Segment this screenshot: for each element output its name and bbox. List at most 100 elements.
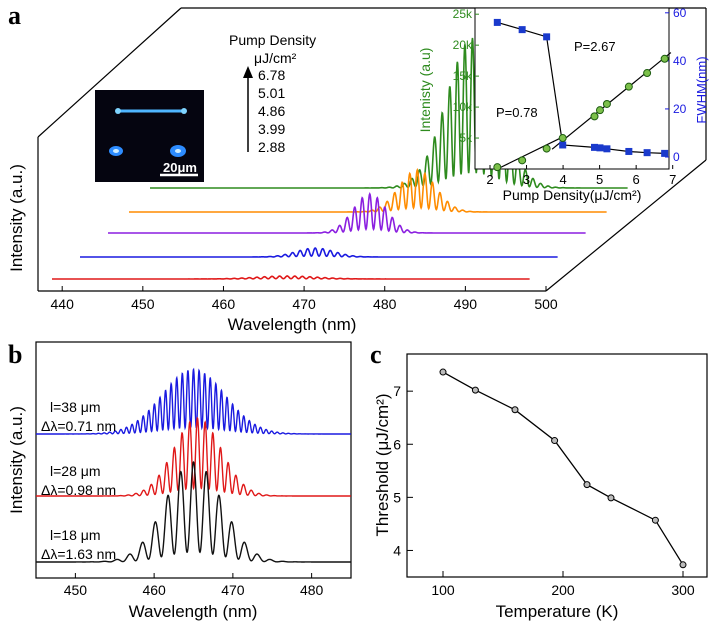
inset-left-tick-label: 20k	[453, 38, 473, 52]
panel-c-axes: 100 200 300 4 5 6 7	[393, 383, 695, 598]
inset-left-tick-label: 15k	[453, 69, 473, 83]
panel-b-x-tick-label: 480	[300, 582, 324, 598]
inset-fwhm-point	[543, 33, 551, 41]
panel-b-spacing-label: Δλ=1.63 nm	[41, 546, 116, 562]
panel-a-spectrum-2.88	[52, 275, 530, 280]
panel-c-x-tick-label: 100	[431, 582, 455, 598]
inset-intensity-point	[558, 134, 567, 143]
panel-b-spectrum-0	[36, 367, 351, 435]
panel-b-length-label: l=28 μm	[50, 463, 100, 479]
panel-c-point	[583, 481, 591, 489]
inset-x-tick-label: 6	[633, 172, 640, 187]
panel-b-x-tick-label: 460	[142, 582, 166, 598]
panel-b-x-axis: 450 460 470 480	[64, 573, 324, 598]
inset-left-tick-label: 10k	[453, 100, 473, 114]
inset-x-tick-label: 5	[596, 172, 603, 187]
inset-annotation-high: P=2.67	[574, 39, 616, 54]
panel-b-labels: l=38 μm Δλ=0.71 nm l=28 μm Δλ=0.98 nm l=18 μ…	[41, 399, 116, 562]
scale-bar-label: 20μm	[163, 160, 197, 175]
panel-b-length-label: l=18 μm	[50, 527, 100, 543]
inset-intensity-point	[542, 144, 551, 153]
arrow-up-icon	[243, 66, 253, 78]
panel-a-x-label: Wavelength (nm)	[228, 315, 357, 334]
panel-b-length-label: l=38 μm	[50, 399, 100, 415]
inset-fwhm-point	[493, 18, 501, 26]
panel-c-plot	[439, 368, 687, 569]
inset-intensity-point	[643, 69, 652, 78]
panel-b-frame	[35, 341, 352, 579]
panel-a-x-tick-label: 460	[212, 296, 236, 312]
inset-intensity-point	[493, 163, 502, 172]
panel-c-y-tick-label: 4	[393, 542, 401, 558]
panel-a-x-tick-label: 450	[131, 296, 155, 312]
inset-fwhm-point	[625, 147, 633, 155]
inset-intensity-point	[602, 99, 611, 108]
panel-c-x-tick-label: 200	[551, 582, 575, 598]
legend-value: 3.99	[258, 121, 285, 137]
panel-a-x-tick-label: 500	[534, 296, 558, 312]
panel-c-point	[439, 368, 447, 376]
panel-b-spacing-label: Δλ=0.98 nm	[41, 482, 116, 498]
panel-b-x-tick-label: 450	[64, 582, 88, 598]
inset-fwhm-point	[661, 149, 669, 157]
inset-frame	[474, 7, 670, 170]
panel-c-letter: c	[370, 340, 382, 369]
inset-right-tick-label: 40	[673, 54, 687, 68]
legend-title: Pump Density	[229, 32, 316, 48]
panel-a-y-label: Intensity (a.u.)	[7, 164, 26, 272]
microscope-image: 20μm	[95, 90, 204, 182]
panel-b-spacing-label: Δλ=0.71 nm	[41, 418, 116, 434]
inset-fit-low	[497, 136, 564, 170]
inset-intensity-point	[590, 112, 599, 121]
legend-value: 6.78	[258, 67, 285, 83]
panel-a-spectra	[52, 37, 628, 280]
legend-units: μJ/cm²	[254, 50, 297, 66]
pump-density-legend: Pump Density μJ/cm² 6.78 5.01 4.86 3.99 2.88	[229, 32, 316, 155]
panel-b-x-label: Wavelength (nm)	[129, 602, 258, 621]
inset-left-tick-label: 25k	[453, 7, 473, 21]
inset-fwhm-point	[518, 26, 526, 34]
panel-a-letter: a	[8, 1, 21, 30]
panel-a-spectrum-4.86	[108, 192, 586, 234]
inset-intensity-point	[624, 82, 633, 91]
panel-c-point	[471, 386, 479, 394]
inset-intensity-point	[518, 156, 527, 165]
panel-c-y-tick-label: 6	[393, 436, 401, 452]
inset-fit-high	[551, 52, 672, 150]
panel-a-x-axis: 440 450 460 470 480 490 500	[51, 286, 558, 312]
inset-x-tick-label: 4	[559, 172, 566, 187]
panel-b-spectra	[36, 367, 351, 563]
panel-a-spectrum-3.99	[80, 247, 558, 258]
panel-c-y-label: Threshold (μJ/cm²)	[373, 394, 392, 537]
panel-c-x-tick-label: 300	[671, 582, 695, 598]
inset-left-tick-label: 5k	[459, 131, 473, 145]
inset-right-tick-label: 20	[673, 102, 687, 116]
panel-c-point	[651, 516, 659, 524]
inset-x-tick-label: 2	[486, 172, 493, 187]
inset-annotation-low: P=0.78	[496, 105, 538, 120]
inset-right-tick-label: 0	[673, 150, 680, 164]
panel-c-line	[442, 371, 684, 566]
legend-value: 4.86	[258, 103, 285, 119]
panel-a-spectrum-6.78	[150, 37, 628, 189]
inset-right-tick-label: 60	[673, 6, 687, 20]
inset-fwhm-point	[603, 145, 611, 153]
legend-value: 5.01	[258, 85, 285, 101]
panel-c-y-tick-label: 5	[393, 489, 401, 505]
legend-value: 2.88	[258, 139, 285, 155]
inset-intensity-point	[595, 106, 604, 115]
panel-b-x-tick-label: 470	[221, 582, 245, 598]
inset-x-label: Pump Density(μJ/cm²)	[503, 187, 642, 203]
inset-fwhm-point	[591, 143, 598, 151]
inset-fwhm-point	[596, 144, 604, 152]
panel-a-x-tick-label: 490	[454, 296, 478, 312]
panel-a-frame	[37, 7, 707, 292]
panel-c-point	[607, 494, 615, 502]
panel-b-spectrum-1	[36, 416, 351, 497]
inset-x-tick-label: 3	[523, 172, 530, 187]
inset-left-y-label: Intenisty (a.u)	[417, 48, 433, 133]
inset-plot: 2 3 4 5 6 7 Pump Density(μJ/cm²) 5k 10k 15k 20k 25k…	[417, 6, 709, 203]
inset-fwhm-point	[559, 141, 567, 149]
panel-b-letter: b	[8, 340, 22, 369]
panel-c-y-tick-label: 7	[393, 383, 401, 399]
